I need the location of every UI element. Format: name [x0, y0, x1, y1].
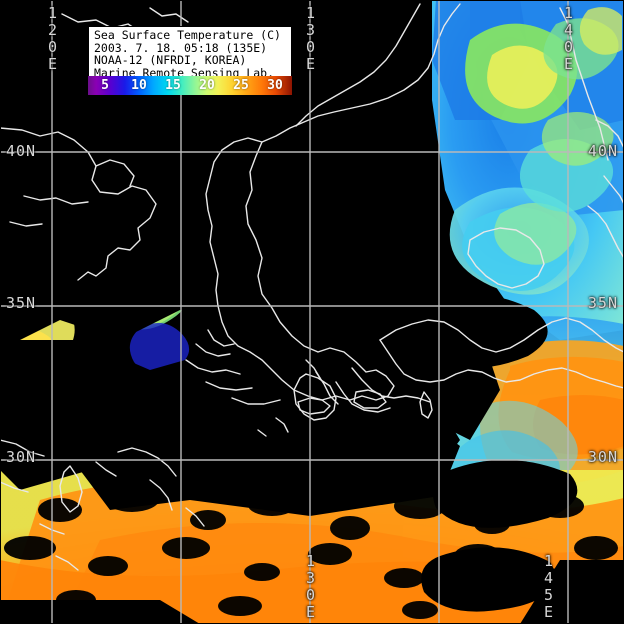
info-box: Sea Surface Temperature (C) 2003. 7. 18.… — [88, 26, 292, 82]
info-line-datetime: 2003. 7. 18. 05:18 (135E) — [94, 40, 268, 55]
info-line-satellite: NOAA-12 (NFRDI, KOREA) — [94, 53, 247, 68]
temperature-colorbar — [88, 76, 292, 95]
info-line-lab: Marine Remote Sensing Lab. — [94, 65, 275, 80]
info-line-title: Sea Surface Temperature (C) — [94, 28, 281, 42]
